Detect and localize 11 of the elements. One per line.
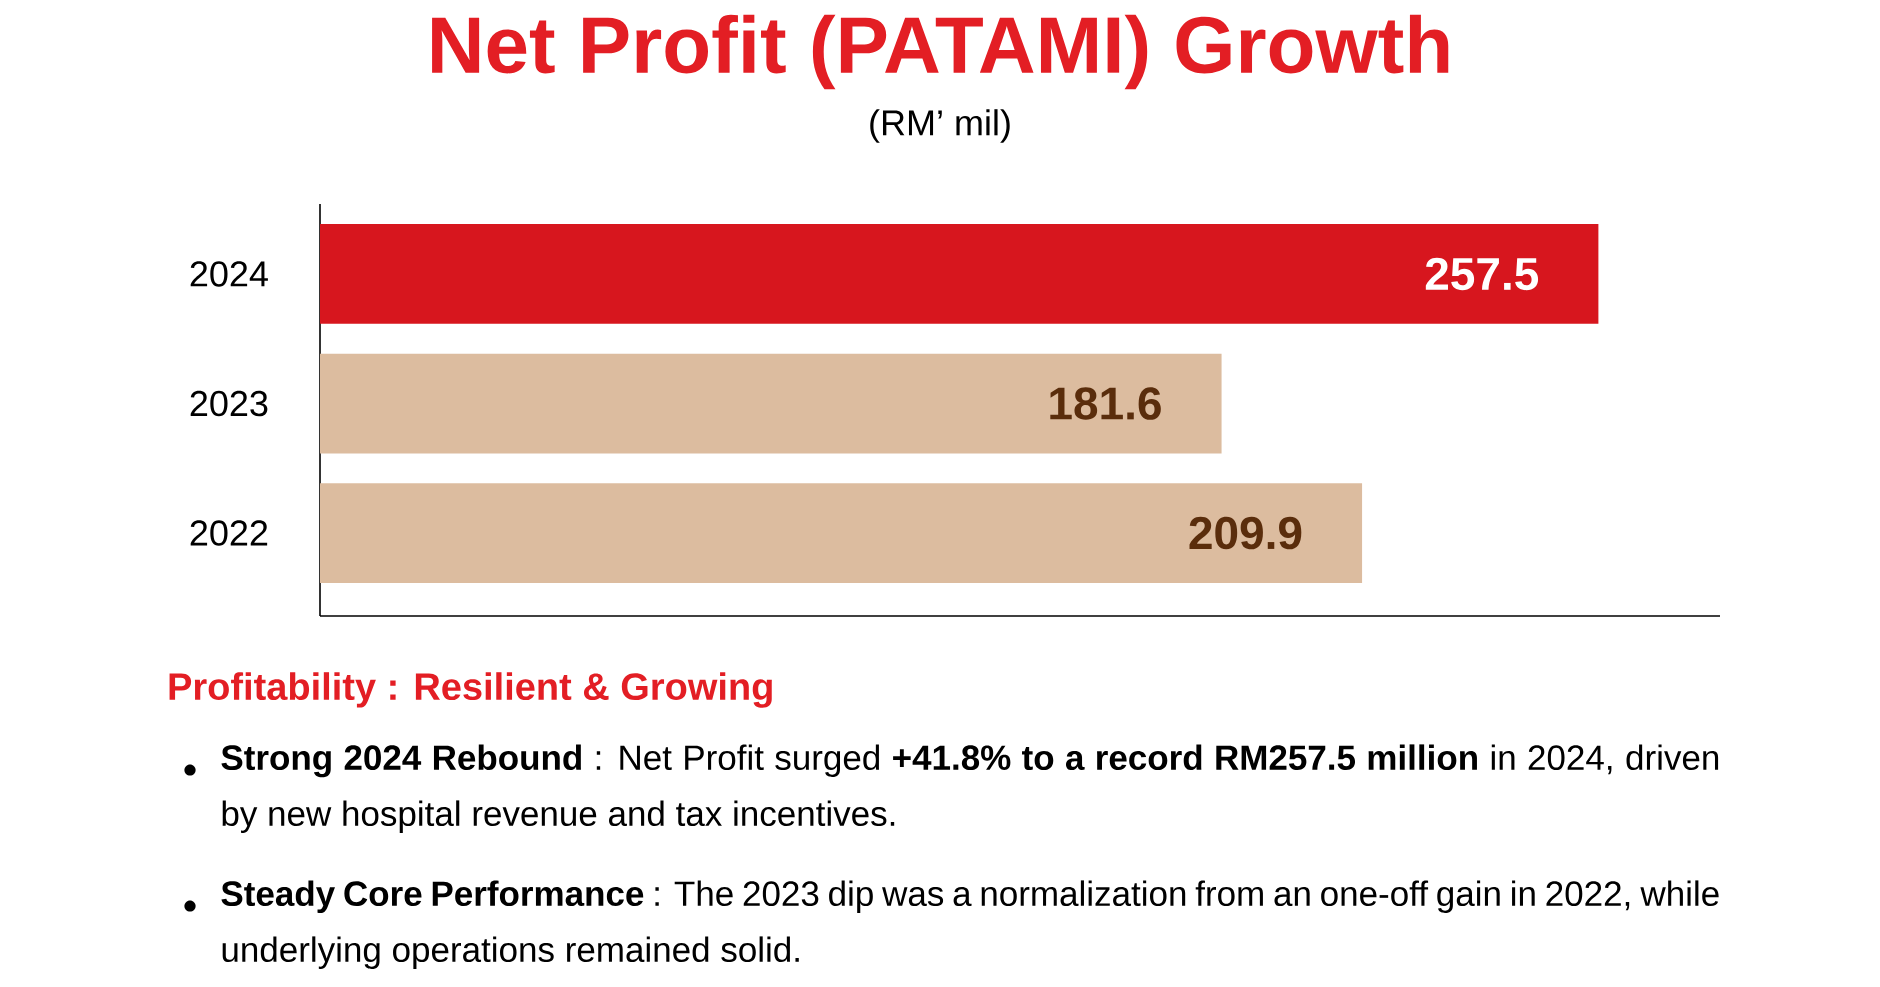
chart-subtitle: (RM’ mil) xyxy=(870,109,1010,143)
data-label: 257.5 xyxy=(1425,257,1539,291)
data-label: 209.9 xyxy=(1189,516,1302,550)
y-tick-label: 2024 xyxy=(190,261,268,287)
data-label: 181.6 xyxy=(1050,387,1161,420)
text: Strong 2024 Rebound : Net Profit surged +41.8% to a record RM257.5 million in 2024, driven by new hospital revenue and tax incentives. xyxy=(221,744,1719,834)
text: Steady Core Performance : The 2023 dip was a normalization from an one-off gain in 2022, while underlying operations remained solid. xyxy=(221,880,1719,970)
y-tick-label: 2022 xyxy=(190,520,268,546)
chart-title: Net Profit (PATAMI) Growth xyxy=(432,14,1449,90)
text: Profitability : Resilient & Growing xyxy=(169,672,772,708)
y-tick-label: 2023 xyxy=(190,390,268,417)
